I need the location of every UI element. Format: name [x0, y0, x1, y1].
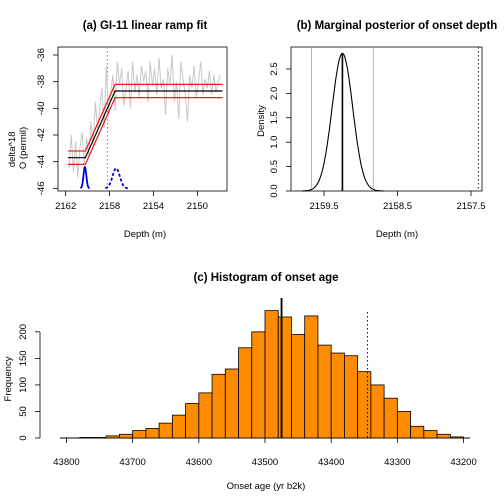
- panel-c-bar: [423, 430, 438, 439]
- panel-a-x-tick-label: 2154: [143, 201, 164, 212]
- panel-a-y-tick-label: -44: [36, 155, 47, 169]
- panel-c-bar: [224, 368, 239, 439]
- panel-c-bar: [105, 435, 120, 439]
- panel-a-ramp-mean: [67, 90, 223, 159]
- panel-c-bar: [304, 315, 319, 439]
- panel-c-bar: [79, 437, 94, 439]
- panel-b-ylabel: Density: [256, 105, 267, 137]
- panel-b-y-tick-label: 2.0: [269, 87, 280, 100]
- panel-c-bar: [370, 384, 385, 439]
- panel-c-bar: [410, 425, 425, 439]
- panel-a-ylabel: delta^18 O (permil): [7, 127, 29, 169]
- panel-c-y-tick-label: 200: [18, 324, 29, 340]
- panel-c-bar: [251, 331, 266, 439]
- panel-a-frame: [57, 46, 228, 192]
- panel-a-y-tick-label: -36: [36, 48, 47, 62]
- panel-b-y-tick-label: 0.5: [269, 160, 280, 173]
- panel-c: (c) Histogram of onset age Onset age (yr…: [3, 272, 477, 492]
- panel-c-x-tick-label: 43200: [450, 457, 476, 468]
- panel-c-bar: [436, 433, 451, 439]
- panel-c-bar: [145, 428, 160, 439]
- panel-c-bar: [449, 436, 464, 439]
- panel-c-xlabel: Onset age (yr b2k): [227, 481, 306, 492]
- panel-a-density-solid: [79, 165, 90, 190]
- panel-c-bar: [185, 403, 200, 439]
- panel-b-title: (b) Marginal posterior of onset depth: [297, 20, 498, 32]
- panel-b-x-tick-label: 2157.5: [456, 201, 485, 212]
- panel-a-x-tick-label: 2158: [99, 201, 120, 212]
- panel-c-bar: [198, 392, 213, 439]
- panel-c-bar: [383, 397, 398, 439]
- panel-c-ylabel: Frequency: [3, 356, 14, 401]
- panel-c-title: (c) Histogram of onset age: [193, 272, 338, 284]
- panel-a-y-tick-label: -42: [36, 128, 47, 142]
- panel-b-frame: [290, 46, 483, 192]
- panel-c-bar: [291, 334, 306, 439]
- panel-c-x-tick-label: 43500: [252, 457, 278, 468]
- panel-b-y-tick-label: 0.0: [269, 184, 280, 197]
- panel-c-bar: [317, 344, 332, 439]
- panel-a-density-dashed: [104, 167, 128, 190]
- panel-a-x-tick-label: 2150: [187, 201, 208, 212]
- panel-a-x-tick-label: 2162: [55, 201, 76, 212]
- panel-c-bar: [171, 414, 186, 439]
- panel-b-y-tick-label: 1.5: [269, 111, 280, 124]
- panel-c-y-tick-label: 150: [18, 350, 29, 366]
- panel-c-bar: [211, 373, 226, 439]
- panel-a-ramp-band-1: [67, 83, 223, 152]
- panel-c-bar: [330, 352, 345, 439]
- panel-b-y-tick-label: 1.0: [269, 136, 280, 149]
- panel-c-x-tick-label: 43800: [53, 457, 79, 468]
- panel-b-x-tick-label: 2159.5: [310, 201, 339, 212]
- panel-c-y-tick-label: 100: [18, 377, 29, 393]
- panel-c-bar: [277, 316, 292, 439]
- panel-a-ylabel-line-1: delta^18: [7, 132, 18, 168]
- panel-c-bar: [396, 411, 411, 439]
- panel-c-y-tick-label: 50: [18, 406, 29, 417]
- panel-a-y-tick-label: -40: [36, 101, 47, 115]
- panel-a-raw-series: [68, 54, 221, 178]
- panel-c-bar: [264, 310, 279, 439]
- panel-a-y-tick-label: -38: [36, 75, 47, 89]
- panel-c-x-tick-label: 43600: [186, 457, 212, 468]
- panel-c-bar: [119, 433, 134, 439]
- panel-c-bar: [357, 371, 372, 439]
- panel-c-bar: [132, 430, 147, 439]
- panel-c-x-tick-label: 43700: [119, 457, 145, 468]
- panel-a: (a) GI-11 linear ramp fit Depth (m) delt…: [7, 20, 228, 240]
- panel-c-y-tick-label: 0: [18, 435, 29, 440]
- panel-a-title: (a) GI-11 linear ramp fit: [83, 20, 208, 32]
- panel-b-y-tick-label: 2.5: [269, 62, 280, 75]
- panel-b-x-tick-label: 2158.5: [383, 201, 412, 212]
- panel-c-bar: [158, 422, 173, 439]
- panel-c-bar: [238, 347, 253, 439]
- panel-c-bar: [92, 437, 107, 439]
- panel-a-ylabel-line-2: O (permil): [18, 127, 29, 169]
- panel-c-x-tick-label: 43400: [318, 457, 344, 468]
- panel-b: (b) Marginal posterior of onset depth De…: [256, 20, 497, 240]
- panel-a-ramp-band-2: [67, 97, 223, 165]
- panel-c-x-tick-label: 43300: [384, 457, 410, 468]
- panel-a-y-tick-label: -46: [36, 181, 47, 195]
- panel-a-xlabel: Depth (m): [124, 229, 166, 240]
- panel-c-bar: [344, 355, 359, 439]
- panel-b-xlabel: Depth (m): [376, 229, 418, 240]
